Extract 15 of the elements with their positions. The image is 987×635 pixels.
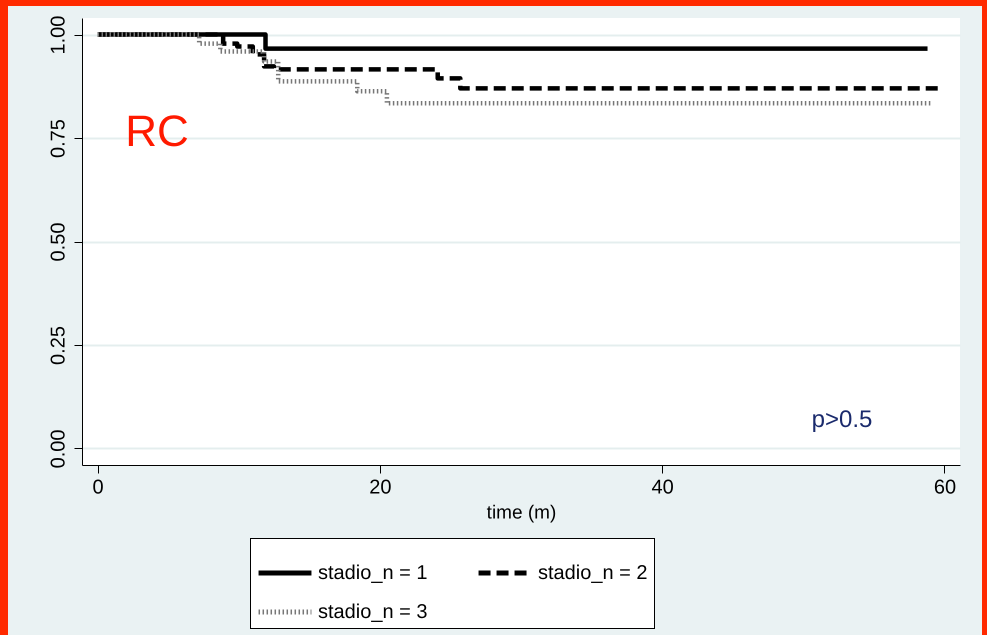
annotation: p>0.5 [812,406,872,433]
x-tick-label: 0 [92,476,104,498]
y-tick-label: 0.00 [48,429,70,468]
y-tick-label: 1.00 [48,16,70,55]
x-tick-label: 60 [934,476,956,498]
x-tick-label: 40 [652,476,674,498]
x-tick-label: 20 [369,476,392,498]
y-tick-label: 0.75 [48,119,70,158]
y-tick-label: 0.50 [48,222,70,262]
x-axis-title: time (m) [486,502,556,524]
legend-label: stadio_n = 3 [318,601,428,623]
annotation: RC [125,107,189,156]
legend-label: stadio_n = 2 [538,562,648,584]
legend-label: stadio_n = 1 [318,562,428,584]
y-tick-label: 0.25 [48,326,70,365]
